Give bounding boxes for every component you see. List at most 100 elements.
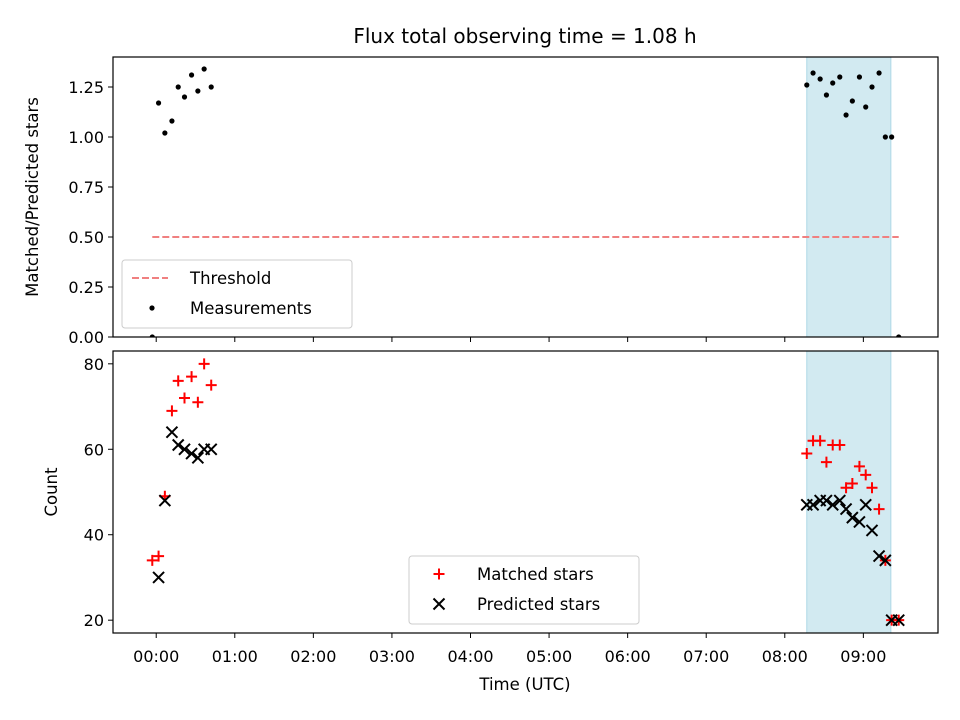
data-point xyxy=(817,76,823,82)
data-point xyxy=(872,549,886,563)
data-point xyxy=(814,435,826,447)
legend-box xyxy=(408,555,640,625)
data-point xyxy=(192,396,204,408)
data-point xyxy=(863,104,869,110)
data-point xyxy=(879,554,892,567)
data-point xyxy=(191,451,205,465)
legend-handle xyxy=(149,305,155,311)
data-point xyxy=(846,511,859,524)
data-point xyxy=(195,88,201,94)
y-axis-label: Count xyxy=(42,467,61,517)
data-point xyxy=(876,70,882,76)
data-point xyxy=(169,118,175,124)
data-point xyxy=(178,443,191,456)
y-tick-label: 0.00 xyxy=(68,328,104,347)
chart-title: Flux total observing time = 1.08 h xyxy=(353,24,696,48)
data-point xyxy=(843,112,849,118)
data-point xyxy=(820,494,833,507)
data-point xyxy=(152,571,165,584)
x-tick-label: 03:00 xyxy=(369,647,415,666)
data-point xyxy=(149,334,155,337)
data-point xyxy=(165,425,179,439)
x-tick-label: 01:00 xyxy=(212,647,258,666)
series-predicted-stars xyxy=(152,425,905,627)
y-tick-label: 1.00 xyxy=(68,128,104,147)
legend-label: Predicted stars xyxy=(477,595,600,614)
data-point xyxy=(849,98,855,104)
data-point xyxy=(185,447,198,460)
data-point xyxy=(205,443,218,456)
data-point xyxy=(859,498,872,512)
data-point xyxy=(882,134,888,140)
data-point xyxy=(188,72,195,78)
data-point xyxy=(889,134,895,140)
y-tick-label: 0.25 xyxy=(68,278,104,297)
data-point xyxy=(208,84,214,90)
data-point xyxy=(201,66,207,72)
y-tick-label: 0.50 xyxy=(68,228,104,247)
data-point xyxy=(158,494,172,507)
data-point xyxy=(810,70,816,76)
data-point xyxy=(823,92,830,98)
data-point xyxy=(834,439,846,451)
data-point xyxy=(181,94,188,100)
data-point xyxy=(153,550,165,562)
data-point xyxy=(205,379,217,391)
data-point xyxy=(839,502,853,516)
x-tick-label: 08:00 xyxy=(762,647,808,666)
data-point xyxy=(820,456,832,468)
y-tick-label: 1.25 xyxy=(68,78,104,97)
data-point xyxy=(892,613,905,627)
highlight-span xyxy=(806,56,892,338)
data-point xyxy=(801,448,813,460)
legend: Threshold Measurements xyxy=(121,259,353,329)
data-point xyxy=(804,82,810,88)
data-point xyxy=(172,375,184,387)
data-points xyxy=(146,358,905,627)
x-tick-label: 00:00 xyxy=(133,647,179,666)
legend-box xyxy=(121,259,353,329)
data-point xyxy=(866,482,878,494)
data-point xyxy=(179,392,190,404)
axes-frame xyxy=(112,56,939,338)
data-point xyxy=(833,494,846,507)
legend-label: Threshold xyxy=(189,269,271,288)
data-point xyxy=(830,80,836,86)
y-tick-label: 20 xyxy=(84,611,104,630)
data-point xyxy=(146,554,158,566)
y-tick-label: 40 xyxy=(84,526,104,545)
axes-frame xyxy=(112,350,939,634)
series-measurements xyxy=(149,66,902,337)
y-axis-label: Matched/Predicted stars xyxy=(23,97,42,297)
y-tick-label: 60 xyxy=(84,440,104,459)
data-point xyxy=(853,460,865,472)
data-point xyxy=(896,334,902,337)
legend: Matched stars Predicted stars xyxy=(408,555,640,625)
data-point xyxy=(186,371,198,383)
data-point xyxy=(837,74,843,80)
legend-handle xyxy=(432,597,446,611)
highlight-span xyxy=(806,350,892,634)
data-point xyxy=(826,498,839,512)
data-point xyxy=(806,498,820,512)
legend-label: Matched stars xyxy=(477,565,594,584)
y-tick-label: 80 xyxy=(84,355,104,374)
x-tick-label: 06:00 xyxy=(605,647,651,666)
data-point xyxy=(860,469,872,481)
x-tick-label: 07:00 xyxy=(683,647,729,666)
data-point xyxy=(162,130,168,136)
x-axis-label: Time (UTC) xyxy=(478,675,570,694)
ratio-panel: 0.00 0.25 0.50 0.75 1.00 1.25 Matched/Predicte… xyxy=(23,56,939,347)
data-point xyxy=(840,482,852,494)
data-point xyxy=(166,405,178,417)
x-tick-label: 05:00 xyxy=(526,647,572,666)
data-point xyxy=(856,74,863,80)
data-point xyxy=(175,84,181,90)
data-point xyxy=(198,358,210,370)
series-matched-stars xyxy=(146,358,905,626)
data-point xyxy=(155,100,162,106)
x-tick-label: 04:00 xyxy=(447,647,493,666)
count-panel: 20 40 60 80 00:00 01:00 02:00 03:00 04:00 05:00 06… xyxy=(42,350,939,666)
data-point xyxy=(865,524,879,537)
